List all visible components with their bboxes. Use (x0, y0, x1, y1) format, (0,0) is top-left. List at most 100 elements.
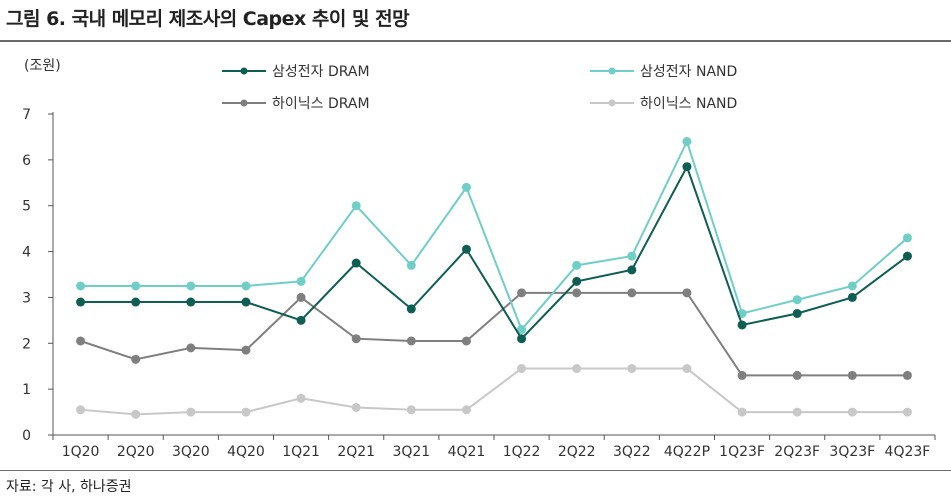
x-tick-label: 3Q23F (829, 444, 875, 460)
data-point (296, 393, 306, 403)
x-tick-label: 4Q20 (227, 444, 265, 460)
data-point (241, 345, 251, 355)
y-tick-label: 1 (22, 382, 31, 398)
y-tick-label: 3 (22, 290, 31, 306)
data-point (241, 407, 251, 417)
series-3 (76, 288, 912, 380)
capex-line-chart: (조원) 삼성전자 DRAM 삼성전자 NAND 하이닉스 DRAM 하이닉스 NAN… (22, 58, 936, 460)
data-point (737, 407, 747, 417)
data-point (572, 364, 582, 374)
data-point (76, 336, 86, 346)
x-tick-label: 2Q22 (558, 444, 596, 460)
legend-item: 하이닉스 NAND (590, 96, 737, 112)
y-tick-label: 5 (22, 199, 31, 215)
x-tick-label: 4Q21 (448, 444, 486, 460)
x-tick-label: 3Q21 (392, 444, 430, 460)
series-2 (76, 137, 912, 335)
data-point (737, 370, 747, 380)
x-tick-label: 4Q22P (664, 444, 710, 460)
y-tick-label: 4 (22, 245, 31, 261)
chart-axes: 0 1 2 3 4 5 6 7 1Q20 2Q20 3Q20 4Q20 1Q21 2Q21 3Q21 4Q21… (22, 107, 936, 460)
legend-marker (608, 99, 616, 107)
legend-label: 하이닉스 DRAM (272, 96, 370, 112)
figure-title: 그림 6. 국내 메모리 제조사의 Capex 추이 및 전망 (6, 8, 410, 30)
legend-item: 삼성전자 NAND (590, 64, 737, 80)
data-point (517, 334, 527, 344)
x-tick-label: 1Q20 (62, 444, 100, 460)
y-axis-unit-label: (조원) (24, 58, 61, 74)
data-point (792, 407, 802, 417)
data-point (737, 320, 747, 330)
data-point (351, 258, 361, 268)
x-tick-label: 2Q20 (117, 444, 155, 460)
data-point (682, 162, 692, 172)
legend-label: 삼성전자 DRAM (272, 64, 370, 80)
legend-item: 하이닉스 DRAM (222, 96, 370, 112)
x-tick-label: 4Q23F (885, 444, 931, 460)
series-1 (76, 162, 912, 344)
y-tick-label: 7 (22, 107, 31, 123)
x-tick-label: 2Q23F (774, 444, 820, 460)
data-point (461, 405, 471, 415)
data-point (296, 315, 306, 325)
data-point (847, 370, 857, 380)
data-point (131, 409, 141, 419)
data-point (351, 334, 361, 344)
legend-item: 삼성전자 DRAM (222, 64, 370, 80)
x-tick-label: 1Q22 (503, 444, 541, 460)
data-point (406, 405, 416, 415)
data-point (902, 370, 912, 380)
data-point (902, 407, 912, 417)
data-point (461, 244, 471, 254)
x-tick-label: 1Q23F (719, 444, 765, 460)
data-point (682, 288, 692, 298)
data-point (406, 304, 416, 314)
data-point (847, 281, 857, 291)
data-point (131, 281, 141, 291)
source-note: 자료: 각 사, 하나증권 (6, 479, 132, 495)
data-point (627, 251, 637, 261)
legend-label: 하이닉스 NAND (640, 96, 737, 112)
y-tick-label: 6 (22, 153, 31, 169)
x-tick-label: 3Q20 (172, 444, 210, 460)
series-4 (76, 364, 912, 419)
data-point (682, 137, 692, 147)
data-point (572, 260, 582, 270)
series-line (80, 291, 908, 377)
data-point (847, 407, 857, 417)
data-point (627, 364, 637, 374)
data-point (186, 297, 196, 307)
data-point (902, 251, 912, 261)
data-point (517, 288, 527, 298)
chart-series (76, 137, 912, 419)
data-point (682, 364, 692, 374)
data-point (186, 281, 196, 291)
data-point (186, 407, 196, 417)
data-point (131, 297, 141, 307)
data-point (296, 276, 306, 286)
data-point (241, 281, 251, 291)
x-tick-label: 2Q21 (337, 444, 375, 460)
data-point (792, 308, 802, 318)
data-point (406, 260, 416, 270)
x-tick-label: 3Q22 (613, 444, 651, 460)
legend-marker (608, 67, 616, 75)
data-point (627, 288, 637, 298)
x-tick-label: 1Q21 (282, 444, 320, 460)
data-point (186, 343, 196, 353)
data-point (792, 295, 802, 305)
data-point (517, 364, 527, 374)
legend-marker (240, 99, 248, 107)
data-point (461, 336, 471, 346)
y-tick-label: 0 (22, 428, 31, 444)
legend-marker (240, 67, 248, 75)
data-point (351, 201, 361, 211)
data-point (792, 370, 802, 380)
data-point (76, 405, 86, 415)
series-line (80, 138, 909, 332)
data-point (241, 297, 251, 307)
data-point (517, 325, 527, 335)
data-point (847, 292, 857, 302)
data-point (76, 281, 86, 291)
data-point (131, 354, 141, 364)
